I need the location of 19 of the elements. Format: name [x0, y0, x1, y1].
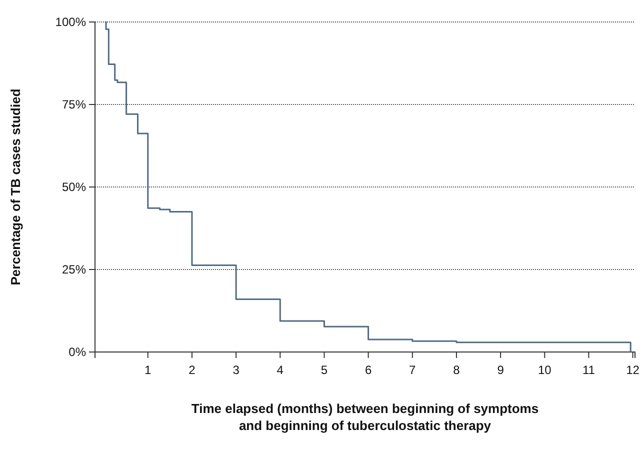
x-tick-label: 7: [409, 363, 416, 378]
x-tick-label: 12: [626, 363, 640, 378]
x-tick-label: 11: [582, 363, 596, 378]
x-tick-label: 9: [497, 363, 504, 378]
y-tick-label: 100%: [55, 14, 86, 29]
x-tick-label: 3: [232, 363, 240, 378]
y-axis-title: Percentage of TB cases studied: [8, 88, 23, 286]
y-tick-label: 25%: [62, 262, 86, 276]
x-axis-title: Time elapsed (months) between beginning of symptoms and beginning of tuberculostatic therapy: [191, 401, 539, 433]
x-tick-label: 10: [538, 363, 552, 378]
x-tick-label: 4: [276, 363, 284, 378]
x-tick-label: 6: [364, 363, 372, 378]
x-tick-label: 2: [188, 363, 196, 378]
y-tick-label: 75%: [62, 97, 86, 112]
y-tick-label: 50%: [62, 180, 86, 194]
x-tick-label: 5: [320, 363, 328, 378]
y-tick-label: 0%: [68, 344, 86, 359]
x-tick-label: 1: [144, 363, 152, 378]
x-tick-label: 8: [453, 363, 460, 378]
